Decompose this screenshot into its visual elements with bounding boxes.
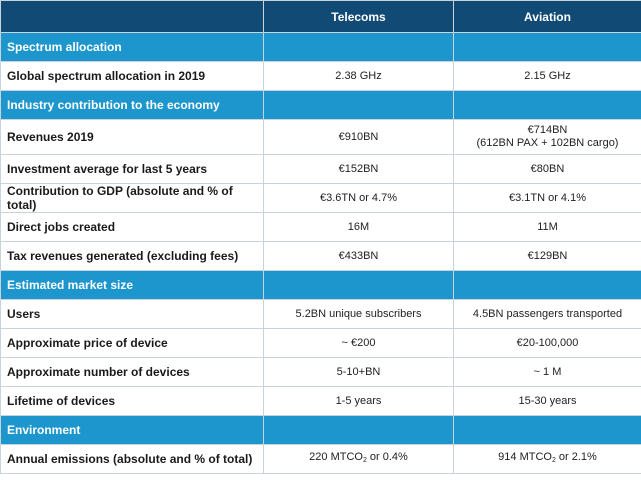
comparison-table: Telecoms Aviation Spectrum allocation Gl… (0, 0, 641, 474)
aviation-value: ~ 1 M (453, 357, 641, 387)
table-row: Approximate price of device ~ €200 €20-1… (0, 328, 641, 358)
table-row: Global spectrum allocation in 2019 2.38 … (0, 61, 641, 91)
telecoms-emissions-prefix: 220 MTCO (309, 451, 363, 463)
aviation-value: 15-30 years (453, 386, 641, 416)
aviation-emissions-subscript: 2 (551, 457, 556, 464)
aviation-value: 4.5BN passengers transported (453, 299, 641, 329)
section-blank (263, 270, 454, 300)
section-row: Environment (0, 415, 641, 445)
row-label: Lifetime of devices (0, 386, 264, 416)
section-blank (453, 32, 641, 62)
table-row: Users 5.2BN unique subscribers 4.5BN pas… (0, 299, 641, 329)
aviation-emissions-suffix: or 2.1% (555, 451, 597, 463)
telecoms-value: €433BN (263, 241, 454, 271)
section-title: Estimated market size (0, 270, 264, 300)
aviation-value: €80BN (453, 154, 641, 184)
section-title: Spectrum allocation (0, 32, 264, 62)
aviation-value: €3.1TN or 4.1% (453, 183, 641, 213)
telecoms-value: 5-10+BN (263, 357, 454, 387)
section-blank (453, 270, 641, 300)
aviation-value: 2.15 GHz (453, 61, 641, 91)
header-aviation: Aviation (453, 0, 641, 33)
aviation-value-breakdown: (612BN PAX + 102BN cargo) (476, 137, 619, 149)
telecoms-value: €152BN (263, 154, 454, 184)
row-label: Approximate price of device (0, 328, 264, 358)
table-row: Lifetime of devices 1-5 years 15-30 year… (0, 386, 641, 416)
aviation-value: €20-100,000 (453, 328, 641, 358)
section-blank (453, 90, 641, 120)
telecoms-value: ~ €200 (263, 328, 454, 358)
aviation-value: 914 MTCO2 or 2.1% (453, 444, 641, 474)
row-label: Contribution to GDP (absolute and % of t… (0, 183, 264, 213)
telecoms-value: 1-5 years (263, 386, 454, 416)
aviation-value: €714BN (612BN PAX + 102BN cargo) (453, 119, 641, 155)
section-blank (263, 32, 454, 62)
row-label: Tax revenues generated (excluding fees) (0, 241, 264, 271)
telecoms-value: 16M (263, 212, 454, 242)
telecoms-value: €910BN (263, 119, 454, 155)
section-blank (263, 415, 454, 445)
row-label: Revenues 2019 (0, 119, 264, 155)
telecoms-value: 5.2BN unique subscribers (263, 299, 454, 329)
telecoms-value: €3.6TN or 4.7% (263, 183, 454, 213)
section-title: Environment (0, 415, 264, 445)
table-row: Direct jobs created 16M 11M (0, 212, 641, 242)
section-title: Industry contribution to the economy (0, 90, 264, 120)
telecoms-emissions-subscript: 2 (362, 457, 367, 464)
table-row: Revenues 2019 €910BN €714BN (612BN PAX +… (0, 119, 641, 155)
section-blank (453, 415, 641, 445)
table-row: Investment average for last 5 years €152… (0, 154, 641, 184)
aviation-value: 11M (453, 212, 641, 242)
header-row: Telecoms Aviation (0, 0, 641, 33)
aviation-value-main: €714BN (527, 124, 568, 136)
table-row: Annual emissions (absolute and % of tota… (0, 444, 641, 474)
telecoms-value: 220 MTCO2 or 0.4% (263, 444, 454, 474)
section-row: Spectrum allocation (0, 32, 641, 62)
section-row: Estimated market size (0, 270, 641, 300)
telecoms-emissions-suffix: or 0.4% (366, 451, 408, 463)
aviation-emissions-prefix: 914 MTCO (498, 451, 552, 463)
table-row: Contribution to GDP (absolute and % of t… (0, 183, 641, 213)
header-telecoms: Telecoms (263, 0, 454, 33)
row-label: Users (0, 299, 264, 329)
row-label: Approximate number of devices (0, 357, 264, 387)
header-blank (0, 0, 264, 33)
row-label: Direct jobs created (0, 212, 264, 242)
telecoms-value: 2.38 GHz (263, 61, 454, 91)
table-row: Tax revenues generated (excluding fees) … (0, 241, 641, 271)
section-row: Industry contribution to the economy (0, 90, 641, 120)
row-label: Global spectrum allocation in 2019 (0, 61, 264, 91)
aviation-value: €129BN (453, 241, 641, 271)
table-row: Approximate number of devices 5-10+BN ~ … (0, 357, 641, 387)
row-label: Investment average for last 5 years (0, 154, 264, 184)
section-blank (263, 90, 454, 120)
row-label: Annual emissions (absolute and % of tota… (0, 444, 264, 474)
